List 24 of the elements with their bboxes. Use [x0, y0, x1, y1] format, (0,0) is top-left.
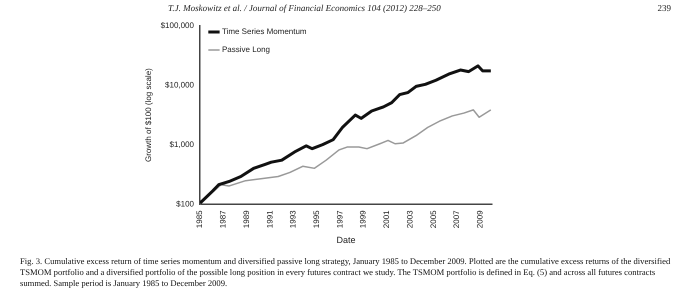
x-tick-label: 2003: [405, 210, 414, 228]
caption: Fig. 3. Cumulative excess return of time series momentum and diversified passive long strategy, January 1985 to December 2009. Plotted are the cumulative excess returns of the diversified TSMOM portfolio and a diversified portfolio of the possible long position in every futures contract we study. The TSMOM portfolio is defined in Eq. (5) and across all futures contracts summed. Sample period is January 1985 to December 2009.: [20, 256, 672, 289]
x-tick-label: 1997: [335, 210, 344, 228]
x-tick-label: 1993: [288, 210, 298, 228]
y-axis-title: Growth of $100 (log scale): [144, 68, 154, 162]
legend-label: Time Series Momentum: [222, 27, 307, 36]
x-tick-label: 2005: [428, 210, 438, 228]
y-tick-label: $1,000: [170, 140, 195, 150]
x-axis-title: Date: [336, 235, 356, 246]
y-tick-label: $100,000: [160, 21, 195, 30]
x-tick-label: 1995: [312, 210, 321, 228]
x-tick-label: 1991: [265, 210, 274, 228]
legend-label: Passive Long: [222, 45, 270, 54]
x-tick-label: 1985: [195, 210, 204, 228]
x-tick-label: 1989: [242, 210, 251, 228]
y-tick-label: $10,000: [165, 80, 195, 90]
y-tick-label: $100: [176, 200, 195, 209]
x-tick-label: 1999: [358, 210, 368, 228]
x-tick-label: 2001: [382, 210, 392, 228]
text: 239: [658, 3, 671, 13]
x-tick-label: 2009: [476, 210, 485, 228]
x-tick-label: 1987: [218, 210, 228, 228]
text: T.J. Moskowitz et al. / Journal of Financial Economics 104 (2012) 228–250: [168, 3, 441, 13]
x-tick-label: 2007: [452, 210, 462, 228]
